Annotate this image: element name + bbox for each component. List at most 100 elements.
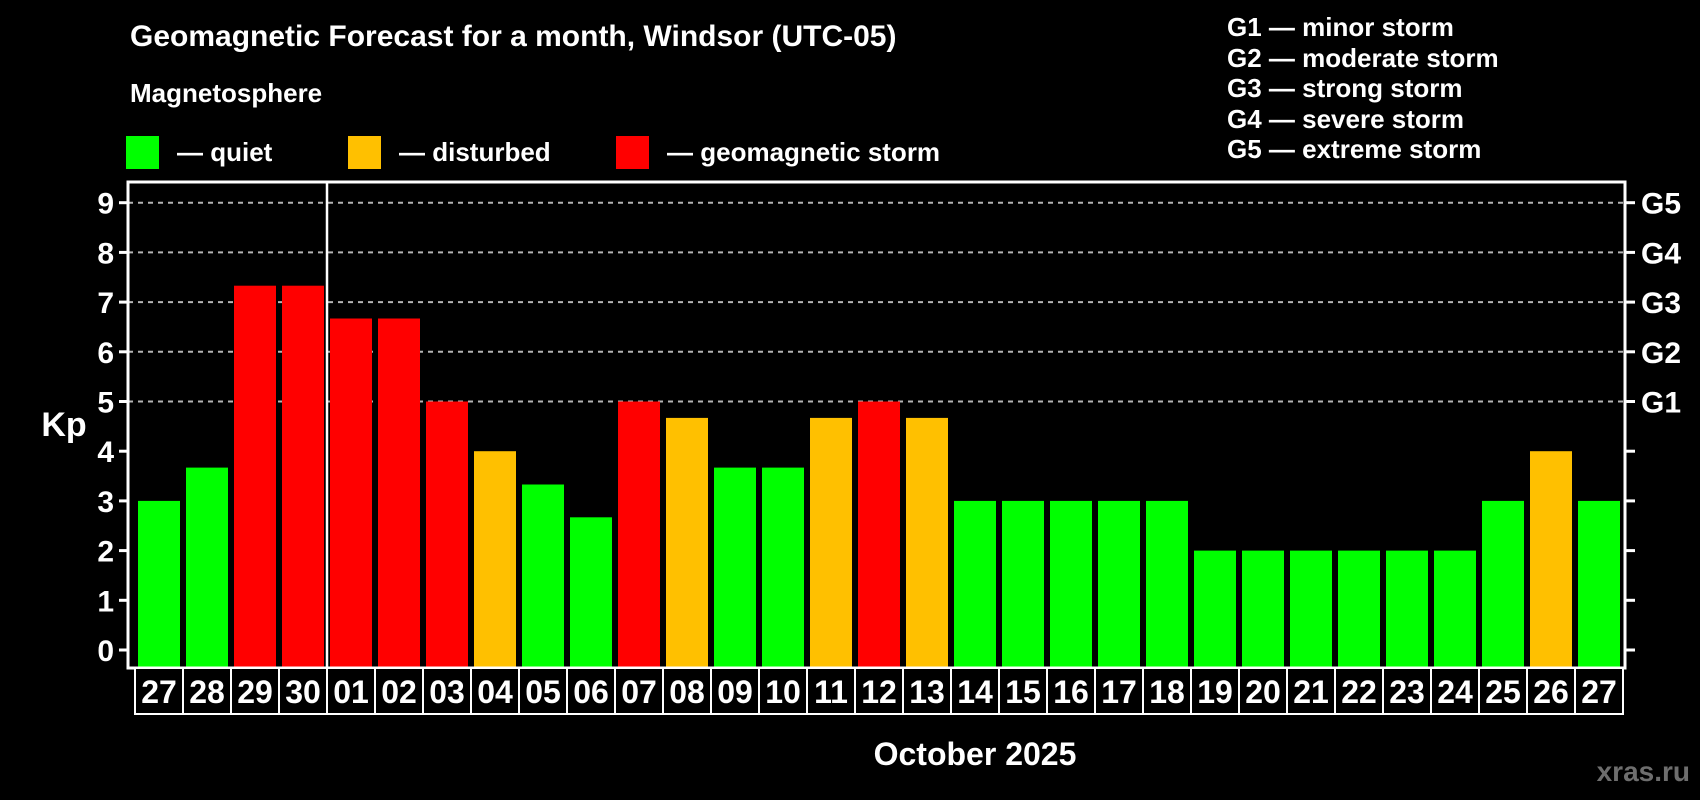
- quiet-color-swatch: [126, 135, 159, 169]
- day-cell-oct-06: [566, 667, 616, 715]
- day-label-oct-18: 18: [1149, 674, 1185, 710]
- day-label-oct-15: 15: [1005, 674, 1041, 710]
- g-label-G1: G1: [1641, 387, 1681, 420]
- g-legend-line-g2: G2 — moderate storm: [1227, 42, 1499, 73]
- day-cell-oct-05: [518, 667, 568, 715]
- day-label-oct-02: 02: [381, 674, 417, 710]
- y-tick-label-1: 1: [97, 585, 114, 618]
- day-label-oct-24: 24: [1437, 674, 1473, 710]
- legend-item-disturbed: — disturbed: [348, 134, 551, 170]
- y-tick-label-2: 2: [97, 536, 114, 569]
- day-label-oct-23: 23: [1389, 674, 1425, 710]
- bar-oct-07: [618, 401, 660, 668]
- bar-oct-21: [1290, 550, 1332, 668]
- disturbed-color-swatch: [348, 135, 381, 169]
- bar-oct-26: [1530, 451, 1572, 668]
- bar-oct-03: [426, 401, 468, 668]
- bar-oct-01: [330, 318, 372, 668]
- bar-sep-27: [138, 500, 180, 668]
- g-legend-line-g3: G3 — strong storm: [1227, 73, 1463, 103]
- day-label-oct-26: 26: [1533, 674, 1569, 710]
- xras-watermark: xras.ru: [1596, 756, 1690, 787]
- g-scale-legend: G1 — minor storm G2 — moderate storm G3 — …: [1227, 12, 1499, 165]
- g-legend-line-g4: G4 — severe storm: [1227, 103, 1465, 134]
- bar-oct-05: [522, 484, 564, 668]
- page-title: Geomagnetic Forecast for a month, Windso…: [130, 20, 897, 53]
- day-cell-oct-19: [1190, 667, 1240, 715]
- bar-oct-27: [1578, 500, 1620, 668]
- g-label-G5: G5: [1641, 188, 1681, 221]
- legend-label-storm: — geomagnetic storm: [667, 136, 941, 167]
- bar-oct-19: [1194, 550, 1236, 668]
- bar-oct-16: [1050, 500, 1092, 668]
- x-axis-title: October 2025: [873, 736, 1077, 772]
- day-label-oct-22: 22: [1341, 674, 1377, 710]
- y-tick-label-7: 7: [97, 287, 114, 320]
- y-tick-label-0: 0: [97, 635, 114, 668]
- day-cell-oct-15: [998, 667, 1048, 715]
- bar-oct-25: [1482, 500, 1524, 668]
- day-label-oct-07: 07: [621, 674, 657, 710]
- y-axis-title: Kp: [41, 406, 86, 444]
- bar-oct-22: [1338, 550, 1380, 668]
- bar-oct-14: [954, 500, 996, 668]
- day-label-sep-28: 28: [189, 674, 225, 710]
- day-cell-sep-29: [230, 667, 280, 715]
- day-label-oct-09: 09: [717, 674, 753, 710]
- day-cell-oct-21: [1286, 667, 1336, 715]
- legend-item-storm: — geomagnetic storm: [616, 134, 940, 170]
- bar-sep-30: [282, 285, 324, 668]
- storm-color-swatch: [616, 135, 649, 169]
- y-tick-label-9: 9: [97, 188, 114, 221]
- y-tick-label-4: 4: [97, 436, 114, 469]
- bar-oct-12: [858, 401, 900, 668]
- legend-label-disturbed: — disturbed: [399, 136, 551, 167]
- day-label-oct-01: 01: [333, 674, 369, 710]
- y-tick-label-3: 3: [97, 486, 114, 519]
- day-label-oct-14: 14: [957, 674, 993, 710]
- bar-oct-13: [906, 417, 948, 668]
- day-cell-oct-04: [470, 667, 520, 715]
- day-label-oct-13: 13: [909, 674, 945, 710]
- day-cell-oct-11: [806, 667, 856, 715]
- bar-oct-18: [1146, 500, 1188, 668]
- day-cell-sep-28: [182, 667, 232, 715]
- bar-oct-04: [474, 451, 516, 668]
- g-label-G4: G4: [1641, 237, 1681, 270]
- day-cell-oct-09: [710, 667, 760, 715]
- day-cell-oct-12: [854, 667, 904, 715]
- day-label-oct-17: 17: [1101, 674, 1137, 710]
- day-cell-oct-27: [1574, 667, 1624, 715]
- bar-sep-28: [186, 467, 228, 668]
- bar-oct-24: [1434, 550, 1476, 668]
- day-label-oct-27: 27: [1581, 674, 1617, 710]
- day-label-oct-11: 11: [814, 674, 848, 710]
- day-label-oct-21: 21: [1293, 674, 1329, 710]
- y-tick-label-8: 8: [97, 237, 114, 270]
- day-label-sep-27: 27: [141, 674, 177, 710]
- day-label-oct-12: 12: [861, 674, 897, 710]
- day-label-sep-30: 30: [285, 674, 321, 710]
- day-cell-oct-18: [1142, 667, 1192, 715]
- bar-oct-06: [570, 517, 612, 668]
- g-legend-line-g1: G1 — minor storm: [1227, 12, 1454, 42]
- bar-oct-23: [1386, 550, 1428, 668]
- bar-oct-17: [1098, 500, 1140, 668]
- g-legend-line-g5: G5 — extreme storm: [1227, 134, 1482, 164]
- day-label-oct-10: 10: [765, 674, 801, 710]
- day-cell-oct-02: [374, 667, 424, 715]
- bar-oct-20: [1242, 550, 1284, 668]
- day-label-oct-03: 03: [429, 674, 465, 710]
- y-tick-label-5: 5: [97, 387, 114, 420]
- day-cell-oct-25: [1478, 667, 1528, 715]
- bar-oct-02: [378, 318, 420, 668]
- day-label-sep-29: 29: [237, 674, 273, 710]
- day-label-oct-19: 19: [1197, 674, 1233, 710]
- g-label-G2: G2: [1641, 337, 1681, 370]
- bar-sep-29: [234, 285, 276, 668]
- y-tick-label-6: 6: [97, 337, 114, 370]
- day-label-oct-08: 08: [669, 674, 705, 710]
- g-label-G3: G3: [1641, 287, 1681, 320]
